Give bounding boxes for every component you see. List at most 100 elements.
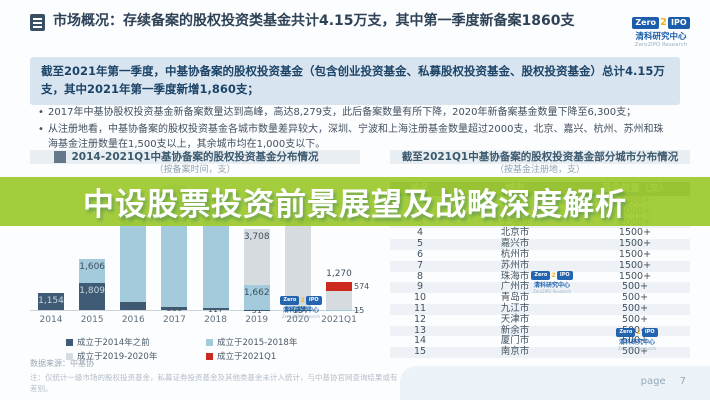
chart-title: 2014-2021Q1中基协备案的股权投资基金分布情况 xyxy=(30,150,360,164)
legend-item: 成立于2021Q1 xyxy=(206,350,346,362)
page-number: 7 xyxy=(679,376,686,387)
legend-label: 成立于2014年之前 xyxy=(77,338,150,348)
bar-segment xyxy=(79,258,106,283)
bar-segment xyxy=(161,306,188,310)
chart-x-axis: 2014 2015 2016 2017 2018 2019 2020 2021Q1 xyxy=(30,315,360,327)
x-axis-label: 2014 xyxy=(39,315,63,325)
header-bar: 市场概况：存续备案的股权投资类基金共计4.15万支，其中第一季度新备案1860支 xyxy=(30,12,610,31)
bar-value-label: 513 xyxy=(125,302,141,312)
table-cell: 1500+ xyxy=(618,238,652,250)
table-cell: 青岛市 xyxy=(500,292,530,304)
bar-segment xyxy=(284,306,311,310)
x-axis-label: 2016 xyxy=(121,315,145,325)
bar-segment xyxy=(120,302,147,310)
table-title: 截至2021Q1中基协备案的股权投资基金部分城市分布情况 xyxy=(390,150,690,164)
table-cell: 南京市 xyxy=(500,346,530,358)
table-cell: 1500+ xyxy=(618,248,652,260)
table-row: 11 九江市 500+ xyxy=(390,302,690,315)
bar-value-label: 3,708 xyxy=(243,231,270,242)
table-cell: 13 xyxy=(413,324,427,336)
bar-value-label: 239 xyxy=(290,303,306,313)
bar-segment xyxy=(243,228,270,285)
table-cell: 15 xyxy=(413,346,427,358)
legend-label: 成立于2015-2018年 xyxy=(217,338,298,348)
bar-segment xyxy=(38,292,64,310)
table-row: 6 杭州市 1500+ xyxy=(390,248,690,261)
bar-segment xyxy=(120,214,147,303)
table-row: 7 苏州市 1500+ xyxy=(390,259,690,272)
table-cell: 珠海市 xyxy=(500,270,530,282)
table-cell: 6 xyxy=(416,248,424,260)
table-cell: 10 xyxy=(413,292,427,304)
decoration-square xyxy=(54,151,66,163)
footnote: 注：仅统计一级市场的股权投资基金，私募证券投资基金及其他类基金未计入统计，与中基… xyxy=(30,373,398,393)
bar-value-label: 117 xyxy=(207,305,224,315)
table-cell: 8 xyxy=(416,270,424,282)
bar-segment xyxy=(202,308,229,310)
logo-wordmark: Zero 2 IPO xyxy=(531,271,573,280)
table-row: 8 珠海市 1500+ xyxy=(390,270,690,283)
bar-value-label: 15 xyxy=(292,305,303,315)
x-axis-label: 2019 xyxy=(245,315,269,325)
legend-swatch xyxy=(206,338,213,346)
table-panel-header: 截至2021Q1中基协备案的股权投资基金部分城市分布情况 （按基金注册地，支） xyxy=(390,150,690,177)
table-cell: 1500+ xyxy=(618,227,652,239)
table-cell: 500+ xyxy=(621,292,649,304)
legend-label: 成立于2021Q1 xyxy=(217,352,277,362)
x-axis-label: 2017 xyxy=(162,315,186,325)
table-cell: 9 xyxy=(416,281,424,293)
logo-wordmark: Zero 2 IPO xyxy=(280,296,322,305)
bar-segment xyxy=(326,290,352,310)
table-cell: 500+ xyxy=(621,281,649,293)
table-cell: 1500+ xyxy=(618,259,652,271)
table-cell: 500+ xyxy=(621,313,649,325)
table-cell: 5 xyxy=(416,238,424,250)
bar-value-label: 15 xyxy=(354,305,365,315)
zero2ipo-logo: Zero 2 IPO 清科研究中心 Zero2IPO Research xyxy=(628,10,694,48)
table-cell: 1500+ xyxy=(618,270,652,282)
table-cell: 11 xyxy=(413,302,427,314)
table-row: 14 厦门市 500+ xyxy=(390,336,690,347)
table-cell: 500+ xyxy=(621,335,649,347)
bar-segment xyxy=(326,282,352,291)
summary-box: 截至2021年第一季度，中基协备案的股权投资基金（包含创业投资基金、私募股权投资… xyxy=(30,57,680,105)
table-cell: 500+ xyxy=(621,302,649,314)
table-cell: 12 xyxy=(413,313,427,325)
table-row: 9 广州市 500+ xyxy=(390,281,690,294)
table-row: 15 南京市 500+ xyxy=(390,346,690,358)
bar-value-label: 1,662 xyxy=(243,287,270,298)
overlay-title: 中设股票投资前景展望及战略深度解析 xyxy=(83,187,627,223)
table-cell: 7 xyxy=(416,259,424,271)
table-cell: 九江市 xyxy=(500,302,530,314)
table-row: 10 青岛市 500+ xyxy=(390,292,690,304)
bullet-item: 从注册地看，中基协备案的股权投资基金各城市数量差异较大，深圳、宁波和上海注册基金… xyxy=(38,122,670,152)
table-row: 4 北京市 1500+ xyxy=(390,228,690,239)
bar-segment xyxy=(284,215,311,307)
table-cell: 嘉兴市 xyxy=(500,238,530,250)
footer-panel xyxy=(400,366,710,400)
bar-value-label: 230 xyxy=(166,304,183,314)
legend-swatch xyxy=(206,352,213,360)
bullet-list: 2017年中基协股权投资基金新备案数量达到高峰，高达8,279支，此后备案数量有… xyxy=(38,105,670,154)
table-cell: 天津市 xyxy=(500,313,530,325)
legend-item: 成立于2014年之前 xyxy=(66,336,206,348)
page-label: page xyxy=(640,376,666,387)
table-cell: 杭州市 xyxy=(500,248,530,260)
list-icon xyxy=(30,14,45,31)
watermark-logo: Zero 2 IPO 清科研究中心 Zero2IPO Research xyxy=(531,271,573,294)
legend-swatch xyxy=(66,338,73,346)
bar-value-label: 31 xyxy=(251,305,262,315)
table-row: 5 嘉兴市 1500+ xyxy=(390,238,690,250)
table-subtitle: （按基金注册地，支） xyxy=(494,165,585,175)
legend-item: 成立于2015-2018年 xyxy=(206,336,346,348)
legend-item: 成立于2019-2020年 xyxy=(66,350,206,362)
x-axis-label: 2015 xyxy=(80,315,104,325)
table-cell: 500+ xyxy=(621,346,649,358)
table-cell: 14 xyxy=(413,335,427,347)
watermark-logo: Zero 2 IPO 清科研究中心 Zero2IPO Research xyxy=(616,328,658,351)
page-indicator: page 7 xyxy=(641,376,686,387)
legend-label: 成立于2019-2020年 xyxy=(77,352,158,362)
logo-wordmark: Zero 2 IPO xyxy=(632,17,690,29)
bar-value-label: 1,809 xyxy=(79,285,106,296)
